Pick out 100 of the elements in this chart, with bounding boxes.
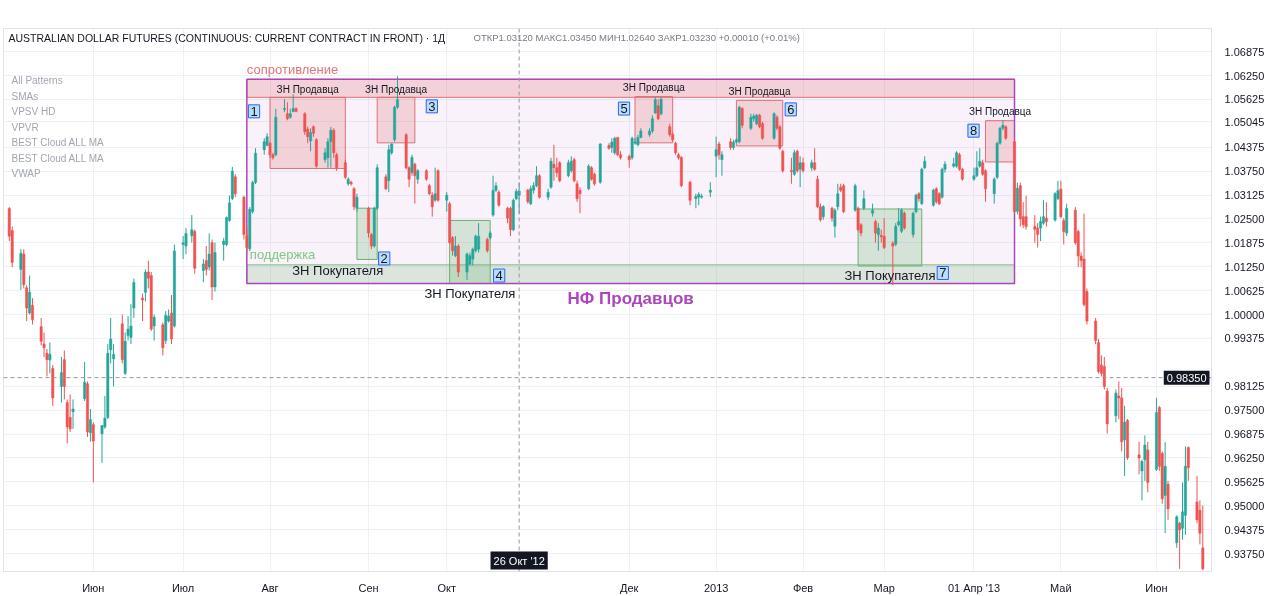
y-tick-label: 0.94375: [1224, 523, 1265, 536]
annotation: All Patterns: [11, 75, 63, 86]
candlestick: [60, 356, 63, 403]
annotation: 8: [969, 123, 978, 139]
candlestick: [161, 322, 165, 356]
annotation: VPVR: [11, 121, 39, 133]
candlestick: [546, 188, 550, 201]
candlestick: [233, 173, 237, 198]
y-tick-label: 0.95000: [1224, 499, 1265, 512]
annotation: SMAs: [11, 90, 39, 102]
annotation: BEST Cloud ALL MA: [11, 152, 105, 164]
candlestick: [688, 180, 692, 206]
candlestick: [862, 189, 866, 211]
y-tick-label: 0.96875: [1224, 428, 1265, 441]
x-tick-label: Мар: [873, 581, 895, 594]
legend-label: поддержка: [249, 247, 317, 263]
candlestick: [1137, 441, 1141, 475]
candlestick: [83, 361, 87, 402]
chart-title: AUSTRALIAN DOLLAR FUTURES (CONTINUOUS: CURRENT CONTRACT IN FRONT) · 1Д: [8, 31, 446, 44]
candlestick: [538, 173, 541, 200]
x-tick-label: Июл: [171, 581, 195, 594]
candlestick: [630, 136, 634, 161]
candlestick: [48, 341, 52, 374]
x-tick-label: 01 Апр '13: [947, 581, 1001, 594]
candlestick: [207, 232, 211, 272]
x-tick-label: 2013: [703, 581, 729, 594]
annotation: 1: [250, 103, 258, 119]
annotation: 6: [787, 101, 795, 117]
y-tick-label: 1.06250: [1224, 69, 1265, 82]
candlestick: [71, 398, 75, 430]
annotation: 3: [428, 98, 436, 114]
x-tick-label: Сен: [358, 581, 379, 594]
y-tick-label: 1.05045: [1224, 115, 1265, 128]
x-tick-label: Фев: [792, 581, 814, 594]
candlestick: [184, 227, 188, 255]
x-tick-label: Окт: [437, 581, 456, 594]
y-tick-label: 0.99375: [1224, 332, 1265, 345]
annotation: ЗН Покупателя: [424, 286, 516, 302]
y-tick-label: 1.04375: [1224, 141, 1265, 154]
candlestick: [1033, 214, 1037, 244]
annotation: 4: [495, 268, 503, 284]
candlestick: [894, 222, 898, 247]
annotation: VWAP: [11, 168, 41, 179]
x-tick-label: Дек: [620, 581, 639, 594]
x-tick-label: Июн: [1145, 581, 1168, 594]
y-tick-label: 1.00625: [1224, 284, 1265, 297]
candlestick: [874, 219, 877, 244]
y-tick-label: 1.03125: [1224, 189, 1265, 202]
legend-label: НФ Продавцов: [567, 289, 694, 309]
ref-line-label: 26 Окт '12: [493, 554, 545, 567]
chart-subtitle: ОТКР1.03120 МАКС1.03450 МИН1.02640 ЗАКР1.03230 +0.00010 (+0.01%): [473, 32, 800, 43]
candlestick: [1062, 217, 1066, 246]
y-tick-label: 0.98125: [1224, 380, 1265, 393]
annotation: ЗН Продавца: [276, 83, 340, 95]
candlestick: [781, 149, 785, 174]
x-tick-label: Июн: [82, 581, 105, 594]
annotation: ЗН Покупателя: [844, 268, 936, 284]
annotation: 7: [939, 265, 947, 281]
candlestick: [329, 126, 333, 169]
candlestick: [975, 150, 979, 178]
candlestick: [558, 160, 562, 183]
candlestick: [1024, 195, 1028, 231]
candlestick: [1201, 504, 1205, 571]
annotation: 5: [620, 101, 628, 117]
candlestick: [141, 293, 144, 322]
candlestick: [856, 206, 860, 232]
y-tick-label: 1.01875: [1224, 236, 1265, 249]
candlestick: [740, 106, 744, 129]
candlestick: [790, 157, 793, 185]
annotation: 2: [380, 250, 388, 266]
candlestick: [1114, 388, 1118, 423]
annotation: VPSV HD: [11, 106, 56, 117]
candlestick: [31, 297, 34, 325]
candlestick: [410, 154, 414, 177]
y-tick-label: 0.96250: [1224, 451, 1265, 464]
x-tick-label: Май: [1050, 581, 1072, 594]
y-tick-label: 1.00000: [1224, 308, 1265, 321]
candlestick: [349, 180, 353, 187]
candlestick: [720, 150, 724, 177]
y-tick-label: 1.05625: [1224, 93, 1265, 106]
y-tick-label: 1.01250: [1224, 260, 1265, 273]
candlestick: [190, 214, 194, 244]
annotation: BEST Cloud ALL MA: [11, 137, 105, 148]
candlestick: [201, 258, 205, 283]
y-tick-label: 0.93750: [1224, 547, 1265, 560]
candlestick: [343, 159, 347, 180]
y-tick-label: 1.06875: [1224, 45, 1265, 58]
y-tick-label: 1.02500: [1224, 212, 1265, 225]
candlestick: [1102, 356, 1106, 390]
annotation: ЗН Продавца: [622, 82, 686, 94]
annotation: ЗН Продавца: [728, 85, 792, 97]
y-tick-label: 1.03750: [1224, 165, 1265, 178]
candlestick: [445, 191, 449, 213]
candlestick: [144, 268, 147, 303]
candlestick: [1044, 201, 1048, 228]
candlestick: [552, 144, 556, 182]
y-tick-label: 0.97500: [1224, 404, 1265, 417]
legend-label: сопротивление: [246, 61, 339, 77]
candlestick: [1178, 521, 1182, 570]
ref-line-label: 0.98350: [1166, 371, 1207, 384]
